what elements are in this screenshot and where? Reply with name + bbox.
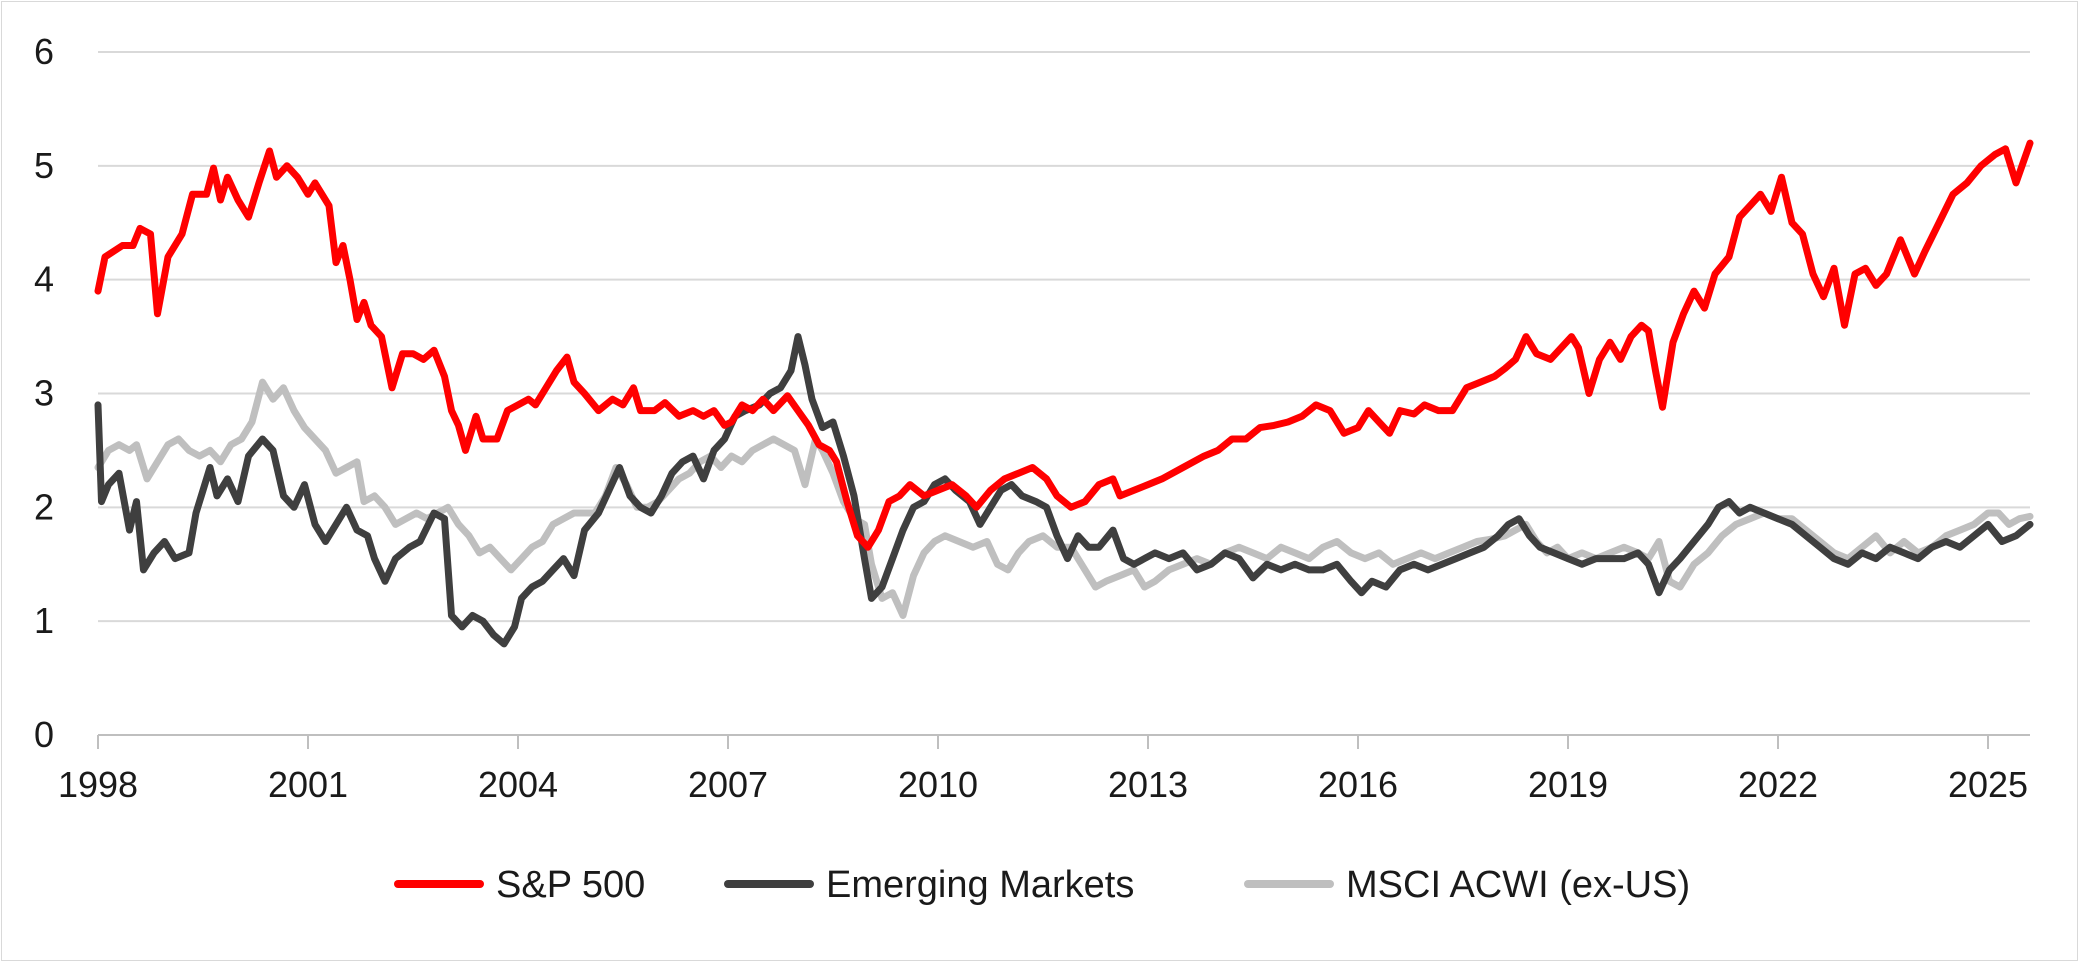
y-tick-label: 1	[34, 600, 54, 641]
legend: S&P 500 Emerging Markets MSCI ACWI (ex-US)	[394, 864, 1690, 906]
x-axis-ticks: 1998 2001 2004 2007 2010 2013 2016 2019 2022 2025	[58, 764, 2028, 805]
series-lines	[94, 139, 2034, 648]
legend-item: MSCI ACWI (ex-US)	[1244, 864, 1690, 906]
y-axis-ticks: 0 1 2 3 4 5 6	[34, 31, 54, 755]
legend-label: S&P 500	[496, 864, 645, 906]
series-line-msci-acwi-ex-us	[94, 378, 2034, 619]
legend-item: S&P 500	[394, 864, 645, 906]
series-line-s-p-500	[94, 139, 2034, 551]
x-tick-label: 2010	[898, 764, 978, 805]
y-tick-label: 3	[34, 373, 54, 414]
x-tick-label: 2022	[1738, 764, 1818, 805]
x-tick-label: 1998	[58, 764, 138, 805]
legend-item: Emerging Markets	[724, 864, 1134, 906]
x-tick-label: 2013	[1108, 764, 1188, 805]
x-axis	[97, 734, 2030, 749]
x-tick-label: 2016	[1318, 764, 1398, 805]
y-tick-label: 0	[34, 714, 54, 755]
x-tick-label: 2004	[478, 764, 558, 805]
y-tick-label: 2	[34, 486, 54, 527]
y-tick-label: 6	[34, 31, 54, 72]
y-tick-label: 5	[34, 145, 54, 186]
x-tick-label: 2007	[688, 764, 768, 805]
legend-label: MSCI ACWI (ex-US)	[1346, 864, 1690, 906]
gridlines	[98, 51, 2030, 623]
x-tick-label: 2019	[1528, 764, 1608, 805]
y-tick-label: 4	[34, 259, 54, 300]
x-tick-label: 2001	[268, 764, 348, 805]
x-tick-label: 2025	[1948, 764, 2028, 805]
legend-label: Emerging Markets	[826, 864, 1134, 906]
